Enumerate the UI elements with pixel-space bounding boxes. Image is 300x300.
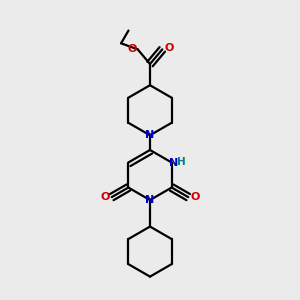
Text: N: N [169,158,178,167]
Text: N: N [146,195,154,205]
Text: O: O [127,44,136,54]
Text: O: O [164,43,173,53]
Text: H: H [177,157,186,166]
Text: O: O [100,192,110,202]
Text: N: N [146,130,154,140]
Text: O: O [190,192,200,202]
